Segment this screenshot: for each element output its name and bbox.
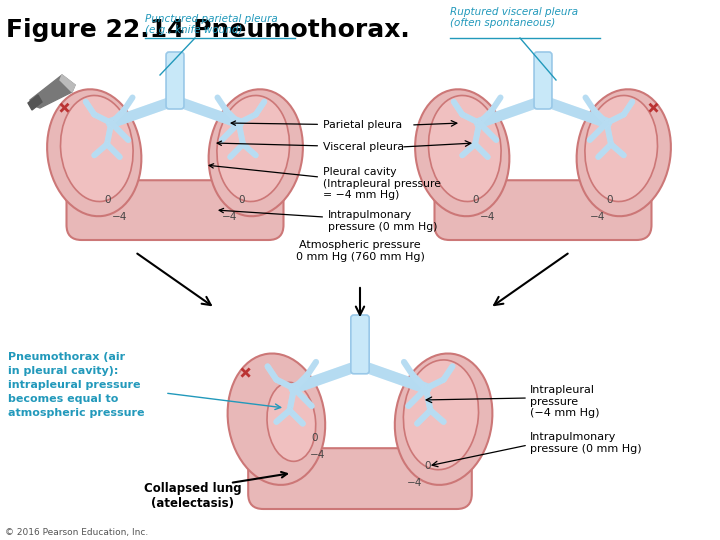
Ellipse shape [217,96,289,201]
Text: Ruptured visceral pleura: Ruptured visceral pleura [450,7,578,17]
Text: Figure 22.14 Pneumothorax.: Figure 22.14 Pneumothorax. [6,18,410,42]
Text: Pneumothorax (air
in pleural cavity):
intrapleural pressure
becomes equal to
atm: Pneumothorax (air in pleural cavity): in… [8,352,145,418]
Text: Intrapleural
pressure
(−4 mm Hg): Intrapleural pressure (−4 mm Hg) [530,385,600,418]
Text: © 2016 Pearson Education, Inc.: © 2016 Pearson Education, Inc. [5,528,148,537]
Text: −4: −4 [480,212,495,222]
Ellipse shape [395,354,492,485]
Ellipse shape [47,89,141,216]
Text: 0: 0 [473,195,480,205]
Text: Punctured parietal pleura: Punctured parietal pleura [145,14,278,24]
Text: (e.g., knife wound): (e.g., knife wound) [145,25,243,35]
Polygon shape [60,75,75,92]
Text: Parietal pleura: Parietal pleura [231,120,402,130]
Ellipse shape [577,89,671,216]
FancyBboxPatch shape [534,52,552,109]
Ellipse shape [403,360,479,470]
Ellipse shape [60,96,133,201]
Text: 0: 0 [312,433,318,443]
Ellipse shape [585,96,657,201]
Text: 0: 0 [425,461,431,471]
Text: −4: −4 [590,212,606,222]
FancyBboxPatch shape [66,180,284,240]
Ellipse shape [209,89,303,216]
Text: 0: 0 [607,195,613,205]
FancyBboxPatch shape [434,180,652,240]
Polygon shape [30,75,75,108]
Text: −4: −4 [112,212,127,222]
FancyBboxPatch shape [166,52,184,109]
Text: 0: 0 [239,195,246,205]
FancyBboxPatch shape [248,448,472,509]
Text: Collapsed lung
(atelectasis): Collapsed lung (atelectasis) [144,482,242,510]
Text: Visceral pleura: Visceral pleura [217,141,404,152]
Text: Pleural cavity
(Intrapleural pressure
= −4 mm Hg): Pleural cavity (Intrapleural pressure = … [209,164,441,200]
Text: Intrapulmonary
pressure (0 mm Hg): Intrapulmonary pressure (0 mm Hg) [219,208,438,232]
Text: 0: 0 [104,195,112,205]
Ellipse shape [267,382,315,461]
Polygon shape [28,95,42,110]
Text: Atmospheric pressure
0 mm Hg (760 mm Hg): Atmospheric pressure 0 mm Hg (760 mm Hg) [296,240,424,262]
Text: −4: −4 [222,212,238,222]
Ellipse shape [415,89,509,216]
Text: −4: −4 [408,478,423,488]
Text: Intrapulmonary
pressure (0 mm Hg): Intrapulmonary pressure (0 mm Hg) [530,432,642,454]
Text: (often spontaneous): (often spontaneous) [450,18,555,28]
Ellipse shape [428,96,501,201]
FancyBboxPatch shape [351,315,369,374]
Ellipse shape [228,354,325,485]
Text: −4: −4 [310,450,325,460]
